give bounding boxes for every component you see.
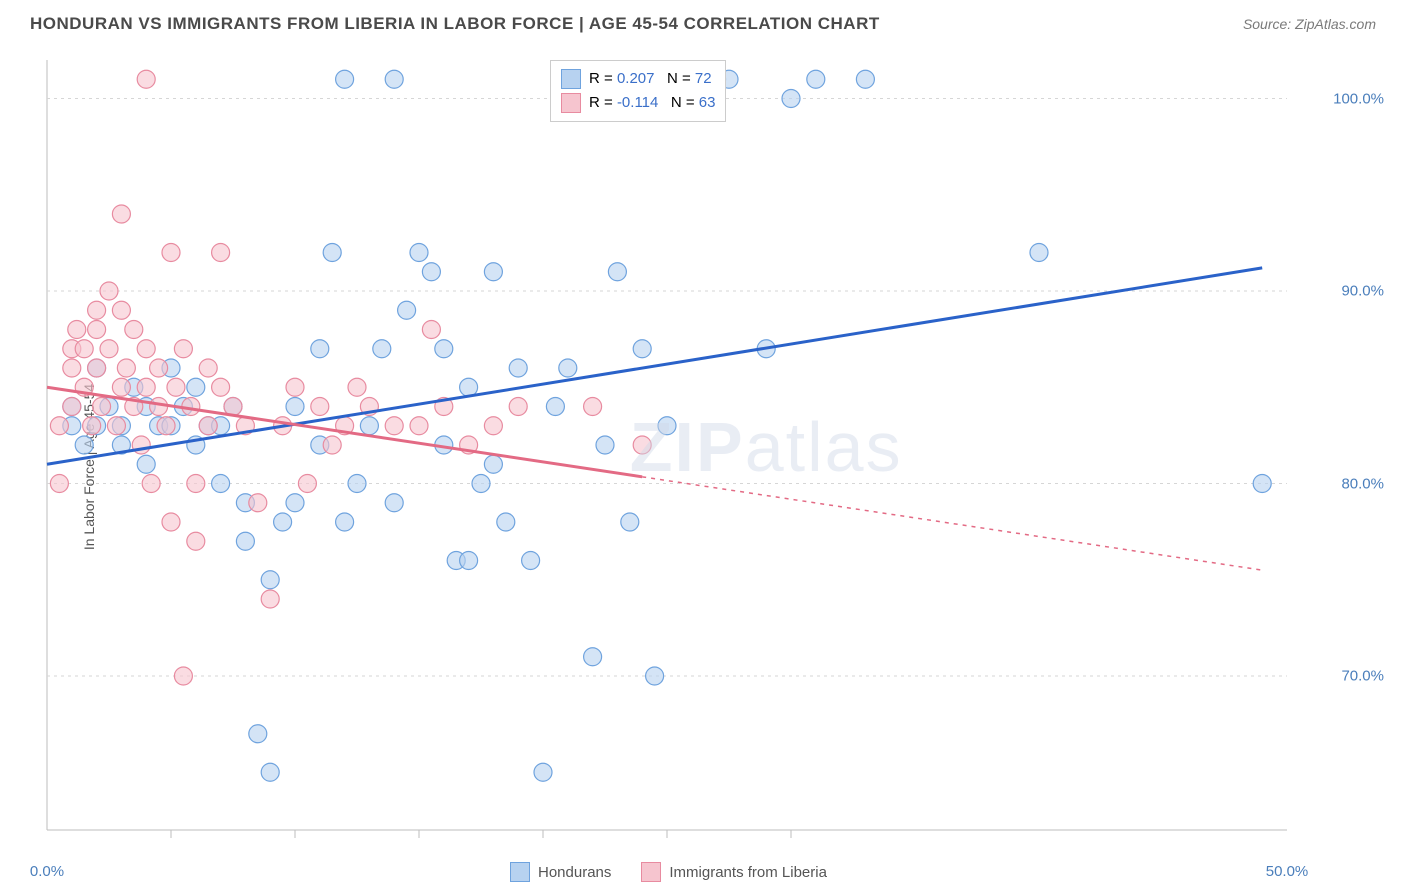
legend-series-name: Hondurans xyxy=(538,864,611,881)
y-tick-label: 80.0% xyxy=(1341,475,1384,492)
x-tick-label: 50.0% xyxy=(1266,863,1309,880)
x-tick-label: 0.0% xyxy=(30,863,64,880)
legend-swatch xyxy=(561,69,581,89)
series-legend: Hondurans Immigrants from Liberia xyxy=(510,862,827,882)
legend-item: Hondurans xyxy=(510,862,611,882)
legend-swatch xyxy=(641,862,661,882)
legend-r-label: R = 0.207 N = 72 xyxy=(589,67,712,91)
scatter-chart xyxy=(0,42,1406,892)
legend-row: R = -0.114 N = 63 xyxy=(561,91,715,115)
chart-title: HONDURAN VS IMMIGRANTS FROM LIBERIA IN L… xyxy=(30,14,880,34)
y-tick-label: 90.0% xyxy=(1341,283,1384,300)
legend-r-label: R = -0.114 N = 63 xyxy=(589,91,715,115)
legend-swatch xyxy=(561,93,581,113)
legend-item: Immigrants from Liberia xyxy=(641,862,827,882)
source-label: Source: ZipAtlas.com xyxy=(1243,16,1376,32)
legend-series-name: Immigrants from Liberia xyxy=(669,864,827,881)
legend-swatch xyxy=(510,862,530,882)
correlation-legend: R = 0.207 N = 72 R = -0.114 N = 63 xyxy=(550,60,726,122)
legend-row: R = 0.207 N = 72 xyxy=(561,67,715,91)
y-tick-label: 70.0% xyxy=(1341,668,1384,685)
y-tick-label: 100.0% xyxy=(1333,90,1384,107)
chart-container: In Labor Force | Age 45-54 ZIPatlas R = … xyxy=(0,42,1406,892)
